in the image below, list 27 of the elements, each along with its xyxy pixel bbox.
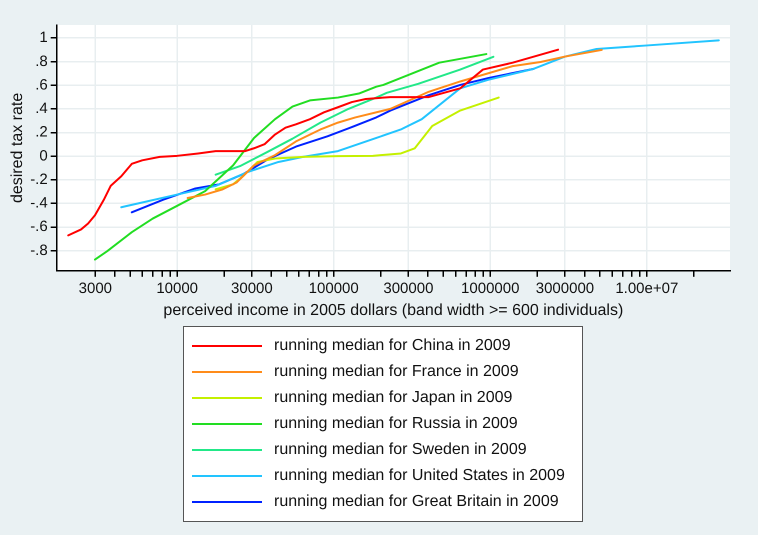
x-tick-label: 3000 <box>78 280 112 297</box>
x-tick-label: 3000000 <box>536 280 594 297</box>
x-tick-label: 30000 <box>231 280 273 297</box>
y-tick-label: .2 <box>35 124 48 141</box>
y-tick-label: 0 <box>39 147 48 164</box>
x-tick-label: 10000 <box>156 280 198 297</box>
y-tick-label: .4 <box>35 100 48 118</box>
x-tick-label: 1.00e+07 <box>615 280 678 297</box>
y-axis-title: desired tax rate <box>9 92 26 204</box>
y-tick-label: 1 <box>39 29 48 46</box>
y-tick-label: -.8 <box>30 242 48 259</box>
y-tick-label: -.4 <box>30 194 48 212</box>
x-axis-title: perceived income in 2005 dollars (band width >= 600 individuals) <box>163 302 624 319</box>
legend-label: running median for Great Britain in 2009 <box>274 493 559 511</box>
legend-label: running median for Russia in 2009 <box>274 415 518 433</box>
y-tick-label: -.2 <box>30 170 48 188</box>
legend-label: running median for United States in 2009 <box>274 467 565 485</box>
y-tick-label: .6 <box>35 76 48 94</box>
legend-label: running median for Sweden in 2009 <box>274 441 527 459</box>
y-tick-label: -.6 <box>30 218 48 236</box>
legend-label: running median for China in 2009 <box>274 337 511 355</box>
y-tick-label: .8 <box>35 52 48 70</box>
x-tick-label: 1000000 <box>461 280 520 297</box>
x-tick-label: 100000 <box>308 280 359 297</box>
legend-label: running median for Japan in 2009 <box>274 389 512 407</box>
x-tick-label: 300000 <box>383 280 434 297</box>
legend-label: running median for France in 2009 <box>274 363 519 381</box>
